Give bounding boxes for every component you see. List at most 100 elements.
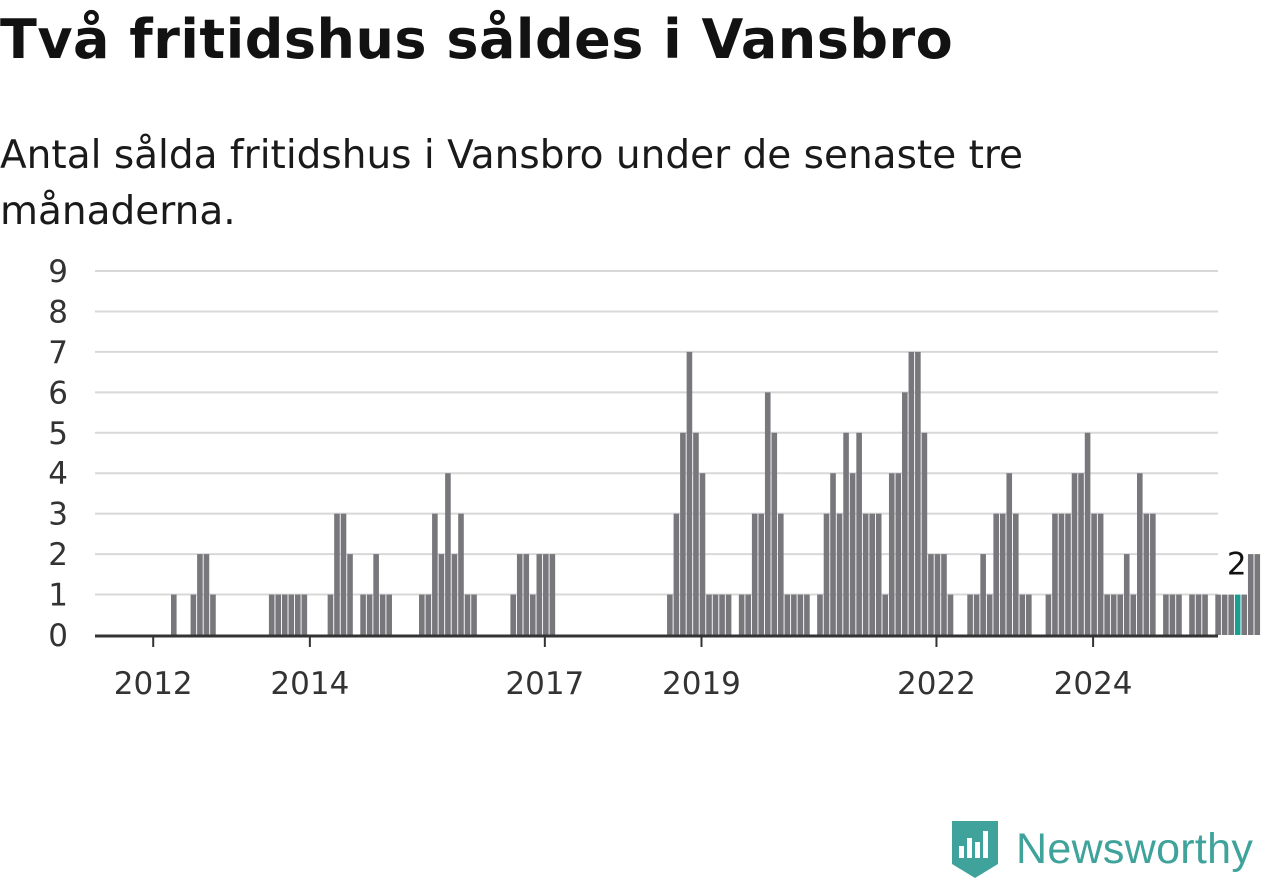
bar — [360, 594, 366, 635]
bar — [445, 473, 451, 635]
bar — [921, 432, 928, 635]
bar — [1189, 594, 1195, 635]
bar — [1065, 513, 1071, 635]
chart-subtitle: Antal sålda fritidshus i Vansbro under d… — [0, 133, 1024, 234]
bar — [986, 594, 993, 635]
bar — [366, 594, 373, 635]
bar — [386, 594, 392, 635]
bar — [281, 594, 288, 635]
y-tick-label: 3 — [48, 497, 68, 533]
bar — [771, 432, 778, 635]
bar — [301, 594, 308, 635]
bar — [993, 513, 999, 635]
x-axis-ticks: 2012 2014 2017 2019 2022 2024 — [114, 637, 1133, 702]
bar — [451, 554, 458, 635]
bar — [347, 554, 353, 635]
bar — [686, 351, 693, 635]
bar — [804, 594, 810, 635]
bar — [1097, 513, 1104, 635]
bar — [856, 432, 862, 635]
bar — [693, 432, 699, 635]
bar — [523, 554, 530, 635]
bar — [425, 594, 432, 635]
bar — [706, 594, 712, 635]
bar — [419, 594, 425, 635]
bar — [1019, 594, 1026, 635]
bar — [268, 594, 275, 635]
bar — [340, 513, 347, 635]
bar — [764, 392, 771, 635]
bar — [797, 594, 804, 635]
y-tick-label: 1 — [48, 578, 68, 614]
bar — [1045, 594, 1052, 635]
bar — [288, 594, 295, 635]
bar — [869, 513, 875, 635]
bar-chart: 0 1 2 3 4 5 6 7 8 9 2012 2014 2017 2019 2022 2024 2 — [48, 254, 1261, 702]
bar — [915, 351, 921, 635]
bar — [170, 594, 177, 635]
y-tick-label: 0 — [48, 618, 68, 654]
bar — [928, 554, 934, 635]
y-tick-label: 5 — [48, 416, 68, 452]
bar — [888, 473, 895, 635]
bar — [327, 594, 334, 635]
bar — [1228, 594, 1234, 635]
y-tick-label: 7 — [48, 335, 68, 371]
bar — [1221, 594, 1228, 635]
bar — [745, 594, 751, 635]
bar — [1254, 554, 1261, 635]
bar — [784, 594, 791, 635]
bar — [699, 473, 706, 635]
bar — [680, 432, 686, 635]
bar — [334, 513, 340, 635]
bar — [751, 513, 758, 635]
y-tick-label: 6 — [48, 375, 68, 411]
bar — [941, 554, 947, 635]
bar — [203, 554, 210, 635]
bar — [471, 594, 477, 635]
bar — [516, 554, 523, 635]
bar — [836, 513, 843, 635]
bar — [210, 594, 216, 635]
bar — [934, 554, 941, 635]
bar — [1123, 554, 1130, 635]
bar — [778, 513, 784, 635]
bar — [1169, 594, 1176, 635]
x-tick-label: 2019 — [662, 666, 741, 702]
bar — [1058, 513, 1065, 635]
bar — [1241, 594, 1248, 635]
bar — [849, 473, 856, 635]
bar — [190, 594, 197, 635]
x-tick-label: 2022 — [897, 666, 976, 702]
bar — [895, 473, 902, 635]
bar — [543, 554, 549, 635]
newsworthy-logo-icon — [952, 821, 998, 878]
bar — [536, 554, 543, 635]
bar — [1052, 513, 1058, 635]
bar — [1143, 513, 1150, 635]
bar — [830, 473, 836, 635]
y-tick-label: 8 — [48, 294, 68, 330]
bar — [947, 594, 954, 635]
bar — [875, 513, 882, 635]
bar — [758, 513, 765, 635]
bar — [862, 513, 869, 635]
bar — [667, 594, 673, 635]
bar — [1150, 513, 1156, 635]
bar — [1195, 594, 1202, 635]
bar — [275, 594, 282, 635]
x-tick-label: 2024 — [1054, 666, 1133, 702]
highlight-bar — [1234, 594, 1241, 635]
bar — [295, 594, 301, 635]
bar — [908, 351, 915, 635]
data-labels: 2 — [1227, 547, 1247, 583]
newsworthy-brand: Newsworthy — [950, 818, 1253, 880]
bar — [1104, 594, 1110, 635]
bar — [1110, 594, 1117, 635]
bar — [1215, 594, 1221, 635]
bar — [973, 594, 980, 635]
bar — [967, 594, 973, 635]
highlight-value-label: 2 — [1227, 547, 1247, 583]
bar — [549, 554, 556, 635]
bar — [719, 594, 725, 635]
